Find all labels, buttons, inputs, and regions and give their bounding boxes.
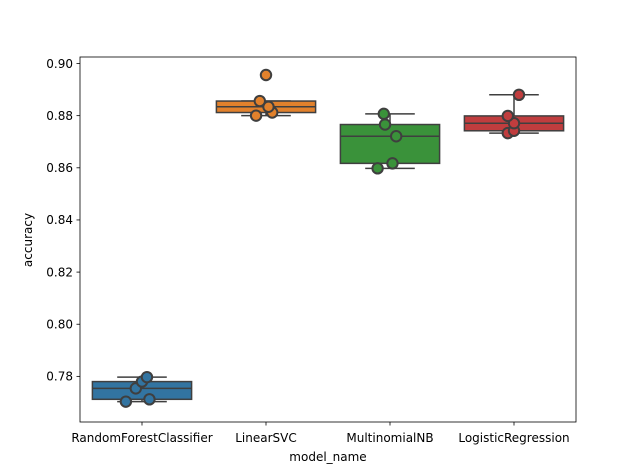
y-tick-label: 0.86 <box>46 161 73 175</box>
y-axis: 0.78 0.80 0.82 0.84 0.86 0.88 0.90 <box>46 57 80 384</box>
data-point <box>140 370 154 384</box>
data-point <box>249 109 263 122</box>
data-point <box>390 130 403 143</box>
data-point <box>371 162 384 175</box>
box-body <box>339 123 441 165</box>
data-point <box>501 109 514 123</box>
data-point <box>143 393 156 406</box>
y-tick-label: 0.84 <box>46 213 73 227</box>
data-point <box>386 157 399 170</box>
data-point <box>262 100 275 113</box>
data-point <box>377 107 390 121</box>
y-tick-label: 0.80 <box>46 318 73 332</box>
x-axis: RandomForestClassifier LinearSVC Multinomi… <box>71 422 570 445</box>
y-tick-label: 0.78 <box>46 370 73 384</box>
data-point <box>119 395 133 408</box>
y-tick-label: 0.90 <box>46 57 73 71</box>
y-axis-title: accuracy <box>21 213 35 267</box>
x-tick-label: LinearSVC <box>235 431 297 445</box>
y-tick-label: 0.88 <box>46 109 73 123</box>
x-axis-title: model_name <box>289 450 366 464</box>
data-point <box>259 68 273 82</box>
y-tick-label: 0.82 <box>46 265 73 279</box>
data-point <box>253 94 266 108</box>
points-layer <box>119 68 526 408</box>
x-tick-label: LogisticRegression <box>458 431 569 445</box>
x-tick-label: MultinomialNB <box>346 431 433 445</box>
data-point <box>378 118 392 131</box>
data-point <box>512 88 526 102</box>
plot-frame <box>79 56 577 423</box>
x-tick-label: RandomForestClassifier <box>71 431 212 445</box>
